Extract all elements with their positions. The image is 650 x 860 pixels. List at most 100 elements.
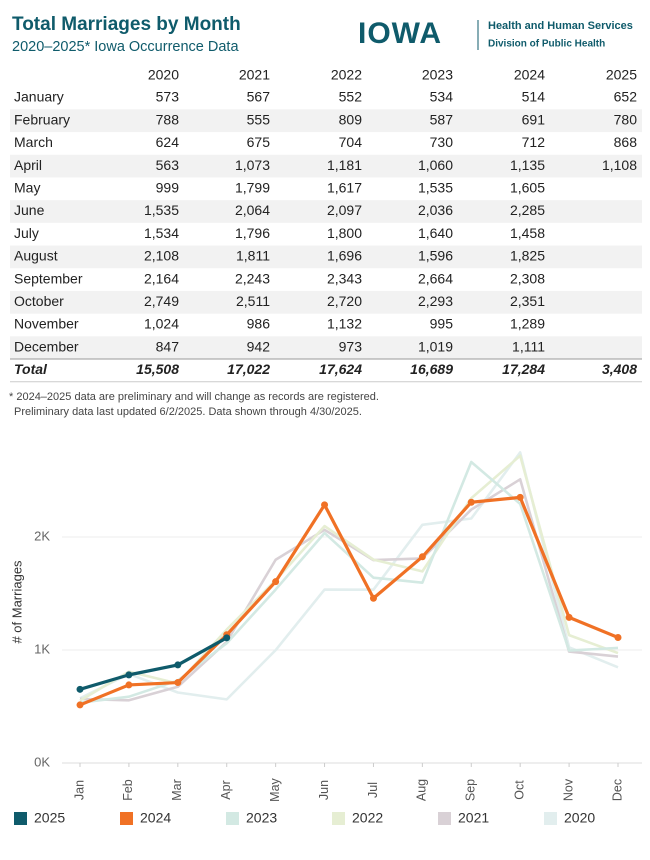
series-line xyxy=(79,451,619,701)
cell: 552 xyxy=(339,89,363,105)
cell: 1,696 xyxy=(327,248,362,264)
data-point xyxy=(125,681,133,689)
legend-label: 2025 xyxy=(34,810,65,826)
column-header: 2020 xyxy=(148,67,179,83)
y-tick-label: 0K xyxy=(34,754,50,769)
row-label: April xyxy=(14,157,42,173)
data-point xyxy=(272,578,280,586)
cell: 2,511 xyxy=(236,293,270,309)
legend-label: 2022 xyxy=(352,810,383,826)
cell: 780 xyxy=(614,111,638,127)
total-cell: 17,284 xyxy=(502,361,545,377)
legend-swatch xyxy=(14,812,27,825)
agency: Health and Human Services xyxy=(488,20,633,32)
cell: 788 xyxy=(156,111,180,127)
column-header: 2024 xyxy=(514,67,545,83)
series-line xyxy=(79,495,619,707)
note: Preliminary data last updated 6/2/2025. … xyxy=(14,406,362,418)
row-band xyxy=(10,200,642,223)
legend-label: 2021 xyxy=(458,810,489,826)
x-tick-label: Jan xyxy=(72,780,86,800)
series-line xyxy=(79,478,619,702)
cell: 868 xyxy=(614,134,638,150)
subtitle: 2020–2025* Iowa Occurrence Data xyxy=(12,39,239,55)
cell: 587 xyxy=(430,111,454,127)
data-point xyxy=(321,501,329,509)
data-point xyxy=(369,594,377,602)
x-tick-label: Dec xyxy=(610,779,624,801)
cell: 1,111 xyxy=(512,338,545,354)
cell: 1,535 xyxy=(144,202,179,218)
row-band xyxy=(10,154,642,178)
cell: 1,617 xyxy=(327,180,362,196)
row-label: December xyxy=(14,338,79,354)
total-cell: 17,624 xyxy=(319,361,362,377)
cell: 563 xyxy=(156,157,180,173)
data-point xyxy=(418,553,426,561)
row-band xyxy=(10,336,642,360)
cell: 986 xyxy=(247,316,271,332)
total-cell: 15,508 xyxy=(136,361,179,377)
data-point xyxy=(614,633,622,641)
cell: 573 xyxy=(156,89,180,105)
row-label: February xyxy=(14,111,70,127)
legend-swatch xyxy=(226,812,239,825)
data-point xyxy=(467,498,475,506)
cell: 1,811 xyxy=(236,248,270,264)
cell: 2,308 xyxy=(510,270,545,286)
x-tick-label: Jul xyxy=(366,782,380,798)
cell: 2,108 xyxy=(144,248,179,264)
cell: 1,073 xyxy=(235,157,270,173)
title: Total Marriages by Month xyxy=(12,14,241,35)
series-line xyxy=(79,636,228,691)
total-cell: 17,022 xyxy=(227,361,270,377)
row-label: September xyxy=(14,270,83,286)
cell: 2,293 xyxy=(418,293,453,309)
cell: 1,640 xyxy=(418,225,453,241)
cell: 1,535 xyxy=(418,180,453,196)
cell: 730 xyxy=(430,134,454,150)
data-point xyxy=(223,634,231,642)
x-tick-label: Aug xyxy=(415,779,429,801)
row-label: March xyxy=(14,134,53,150)
cell: 995 xyxy=(430,316,454,332)
x-tick-label: Mar xyxy=(170,779,184,801)
row-band xyxy=(10,109,642,133)
cell: 675 xyxy=(247,134,271,150)
x-tick-label: Oct xyxy=(512,780,526,800)
cell: 1,181 xyxy=(327,157,362,173)
row-band xyxy=(10,245,642,269)
cell: 704 xyxy=(339,134,363,150)
data-point xyxy=(76,685,84,693)
cell: 2,664 xyxy=(418,270,453,286)
cell: 942 xyxy=(247,338,271,354)
data-point xyxy=(125,671,133,679)
cell: 2,064 xyxy=(235,202,270,218)
series-line xyxy=(79,460,619,704)
x-tick-label: Sep xyxy=(464,779,478,801)
row-label: June xyxy=(14,202,45,218)
cell: 847 xyxy=(156,338,180,354)
x-tick-label: Jun xyxy=(317,780,331,800)
cell: 1,799 xyxy=(235,180,270,196)
cell: 2,720 xyxy=(327,293,362,309)
cell: 1,060 xyxy=(418,157,453,173)
cell: 973 xyxy=(339,338,363,354)
logo: IOWA xyxy=(358,17,442,50)
cell: 1,458 xyxy=(510,225,545,241)
row-label: January xyxy=(14,89,64,105)
cell: 2,343 xyxy=(327,270,362,286)
y-tick-label: 1K xyxy=(34,641,50,656)
legend-swatch xyxy=(332,812,345,825)
y-axis-title: # of Marriages xyxy=(9,560,24,644)
legend-label: 2024 xyxy=(140,810,171,826)
column-header: 2022 xyxy=(331,67,362,83)
row-label: November xyxy=(14,316,79,332)
legend-swatch xyxy=(438,812,451,825)
cell: 2,749 xyxy=(144,293,179,309)
cell: 2,164 xyxy=(144,270,179,286)
cell: 691 xyxy=(522,111,546,127)
division: Division of Public Health xyxy=(488,39,605,50)
column-header: 2023 xyxy=(422,67,453,83)
